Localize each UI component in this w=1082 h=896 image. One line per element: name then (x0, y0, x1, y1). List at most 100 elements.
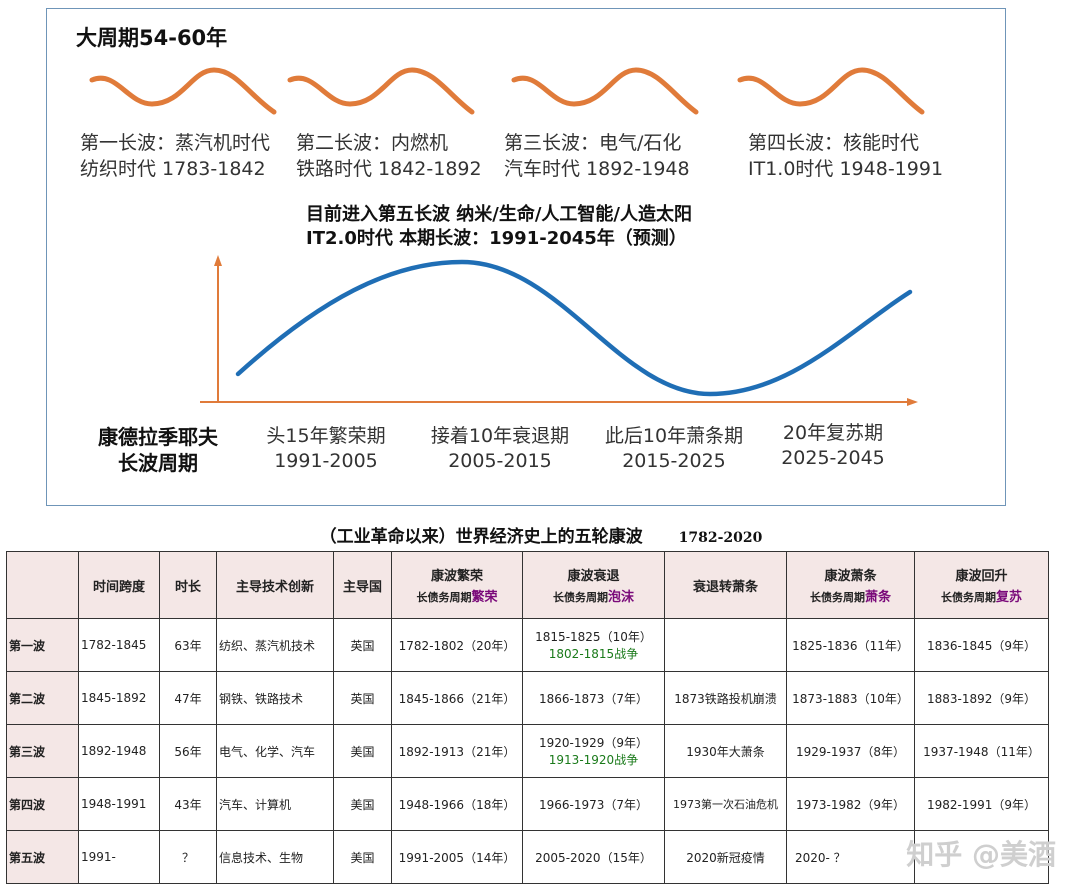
table-row: 第四波 1948-1991 43年 汽车、计算机 美国 1948-1966（18… (6, 777, 1049, 831)
table-row: 第一波 1782-1845 63年 纺织、蒸汽机技术 英国 1782-1802（… (6, 618, 1049, 672)
table-year-range: 1782-2020 (678, 530, 763, 546)
cell-recession: 1920-1929（9年） 1913-1920战争 (522, 724, 665, 778)
cell-country: 英国 (333, 618, 392, 672)
cell-prosperity: 1948-1966（18年） (391, 777, 523, 831)
wave-graphics (89, 67, 925, 406)
wave-label-3-line1: 第三长波：电气/石化 (504, 132, 682, 154)
wave-label-2-line1: 第二长波：内燃机 (296, 132, 449, 154)
header-depression: 康波萧条 长债务周期萧条 (786, 551, 915, 619)
phase-label-1: 头15年繁荣期 1991-2005 (262, 424, 390, 474)
phase-3-name: 此后10年萧条期 (604, 425, 744, 447)
cell-recession-period: 1920-1929（9年） (538, 736, 649, 750)
header-prosperity-title: 康波繁荣 (430, 569, 483, 584)
headline-line1: 目前进入第五长波 纳米/生命/人工智能/人造太阳 (306, 204, 692, 225)
header-recession: 康波衰退 长债务周期泡沫 (522, 551, 665, 619)
cell-transition: 2020新冠疫情 (664, 830, 787, 884)
cell-country: 美国 (333, 724, 392, 778)
cell-recovery: 1836-1845（9年） (914, 618, 1049, 672)
row-name: 第三波 (6, 724, 79, 778)
wave-label-4-line2: IT1.0时代 1948-1991 (748, 158, 944, 180)
cell-country: 英国 (333, 671, 392, 725)
cell-recession-note: 1802-1815战争 (548, 647, 639, 661)
header-depression-sub: 长债务周期萧条 (809, 590, 891, 605)
cell-recovery: 1883-1892（9年） (914, 671, 1049, 725)
cell-tech: 纺织、蒸汽机技术 (216, 618, 334, 672)
cell-recovery: 1982-1991（9年） (914, 777, 1049, 831)
phase-label-4: 20年复苏期 2025-2045 (772, 421, 894, 471)
cell-recovery (914, 830, 1049, 884)
cell-depression: 1929-1937（8年） (786, 724, 915, 778)
wave-label-2-line2: 铁路时代 1842-1892 (296, 158, 482, 180)
cell-duration: ？ (159, 830, 217, 884)
diagram-title: 大周期54-60年 (76, 26, 228, 50)
header-corner (6, 551, 79, 619)
cell-prosperity: 1845-1866（21年） (391, 671, 523, 725)
kondratiev-line1: 康德拉季耶夫 (98, 425, 218, 449)
row-name: 第二波 (6, 671, 79, 725)
cell-duration: 43年 (159, 777, 217, 831)
wave-label-2: 第二长波：内燃机 铁路时代 1842-1892 (296, 130, 482, 182)
wave-label-1-line1: 第一长波：蒸汽机时代 (80, 132, 271, 154)
phase-label-3: 此后10年萧条期 2015-2025 (598, 424, 750, 474)
cell-recession: 2005-2020（15年） (522, 830, 665, 884)
cell-duration: 63年 (159, 618, 217, 672)
large-wave (235, 259, 913, 397)
cell-tech: 电气、化学、汽车 (216, 724, 334, 778)
cell-recession-note: 1913-1920战争 (548, 753, 639, 767)
header-recovery-sub: 长债务周期复苏 (940, 590, 1022, 605)
header-prosperity-sub: 长债务周期繁荣 (416, 590, 498, 605)
cell-depression: 1873-1883（10年） (786, 671, 915, 725)
cell-transition: 1930年大萧条 (664, 724, 787, 778)
cell-span: 1782-1845 (78, 618, 160, 672)
cell-transition: 1873铁路投机崩溃 (664, 671, 787, 725)
header-depression-title: 康波萧条 (824, 569, 877, 584)
kondratiev-table: 时间跨度 时长 主导技术创新 主导国 康波繁荣 长债务周期繁荣 康波衰退 长债务… (6, 551, 1049, 884)
cell-prosperity: 1991-2005（14年） (391, 830, 523, 884)
small-wave-1 (89, 67, 277, 115)
phase-2-name: 接着10年衰退期 (430, 425, 570, 447)
cell-recession: 1866-1873（7年） (522, 671, 665, 725)
cell-depression: 1973-1982（9年） (786, 777, 915, 831)
cell-transition: 1973第一次石油危机 (664, 777, 787, 831)
row-name: 第四波 (6, 777, 79, 831)
y-axis-arrow (214, 255, 222, 266)
wave-label-3: 第三长波：电气/石化 汽车时代 1892-1948 (504, 130, 690, 182)
cell-span: 1892-1948 (78, 724, 160, 778)
header-country: 主导国 (333, 551, 392, 619)
headline-line2: IT2.0时代 本期长波：1991-2045年（预测） (306, 228, 687, 249)
cell-country: 美国 (333, 830, 392, 884)
cell-duration: 47年 (159, 671, 217, 725)
cell-recession: 1966-1973（7年） (522, 777, 665, 831)
table-title: （工业革命以来）世界经济史上的五轮康波 1782-2020 (0, 522, 1082, 547)
header-transition: 衰退转萧条 (664, 551, 787, 619)
wave-label-3-line2: 汽车时代 1892-1948 (504, 158, 690, 180)
row-name: 第五波 (6, 830, 79, 884)
header-duration: 时长 (159, 551, 217, 619)
table-row: 第三波 1892-1948 56年 电气、化学、汽车 美国 1892-1913（… (6, 724, 1049, 778)
small-wave-2 (287, 67, 475, 115)
cell-country: 美国 (333, 777, 392, 831)
wave-label-4: 第四长波：核能时代 IT1.0时代 1948-1991 (748, 130, 943, 182)
kondratiev-line2: 长波周期 (118, 451, 198, 475)
header-recession-sub: 长债务周期泡沫 (552, 590, 634, 605)
cell-prosperity: 1782-1802（20年） (391, 618, 523, 672)
cell-tech: 钢铁、铁路技术 (216, 671, 334, 725)
phase-3-years: 2015-2025 (622, 450, 726, 472)
phase-1-name: 头15年繁荣期 (266, 425, 386, 447)
cell-recession: 1815-1825（10年） 1802-1815战争 (522, 618, 665, 672)
phase-2-years: 2005-2015 (448, 450, 552, 472)
fifth-wave-headline: 目前进入第五长波 纳米/生命/人工智能/人造太阳 IT2.0时代 本期长波：19… (306, 203, 692, 251)
cell-tech: 汽车、计算机 (216, 777, 334, 831)
cell-duration: 56年 (159, 724, 217, 778)
header-recession-title: 康波衰退 (567, 569, 620, 584)
cell-recession-period: 1815-1825（10年） (535, 630, 652, 644)
phase-label-2: 接着10年衰退期 2005-2015 (424, 424, 576, 474)
cell-span: 1845-1892 (78, 671, 160, 725)
cell-span: 1991- (78, 830, 160, 884)
wave-label-4-line1: 第四长波：核能时代 (748, 132, 920, 154)
long-wave-diagram-panel (46, 8, 1006, 506)
header-recovery: 康波回升 长债务周期复苏 (914, 551, 1049, 619)
cell-recovery: 1937-1948（11年） (914, 724, 1049, 778)
table-row: 第五波 1991- ？ 信息技术、生物 美国 1991-2005（14年） 20… (6, 830, 1049, 884)
kondratiev-label: 康德拉季耶夫 长波周期 (98, 424, 218, 476)
